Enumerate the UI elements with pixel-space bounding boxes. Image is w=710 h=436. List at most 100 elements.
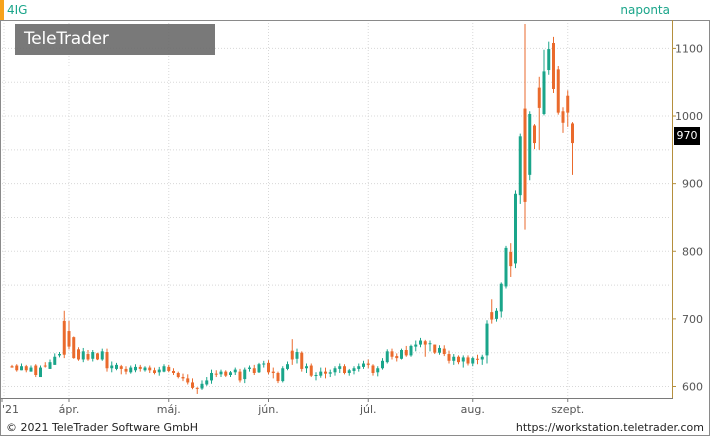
candle bbox=[419, 337, 422, 348]
candle bbox=[461, 355, 465, 368]
candle bbox=[338, 363, 342, 373]
candle-body bbox=[29, 367, 33, 372]
candle bbox=[385, 349, 389, 364]
candle-body bbox=[176, 372, 180, 378]
candle-body bbox=[423, 341, 427, 345]
candle-body bbox=[205, 380, 209, 385]
candle-body bbox=[395, 356, 399, 359]
candle bbox=[20, 363, 23, 371]
candle bbox=[480, 354, 484, 365]
candle bbox=[352, 366, 356, 375]
candle-body bbox=[58, 354, 61, 356]
candle bbox=[10, 364, 14, 368]
candle bbox=[319, 367, 323, 378]
candle-body bbox=[81, 351, 85, 360]
candle bbox=[343, 364, 346, 375]
candle-body bbox=[186, 378, 190, 383]
candle bbox=[134, 364, 137, 373]
candle bbox=[243, 367, 247, 384]
candle-body bbox=[537, 87, 541, 108]
candle bbox=[423, 339, 427, 357]
candle-body bbox=[547, 49, 551, 71]
y-tick-label: 1100 bbox=[675, 42, 703, 55]
copyright-text: © 2021 TeleTrader Software GmbH bbox=[6, 421, 199, 434]
candle-body bbox=[476, 358, 479, 360]
candle bbox=[395, 353, 399, 362]
candle-body bbox=[119, 366, 123, 369]
candle-body bbox=[504, 247, 508, 287]
y-tick-label: 700 bbox=[682, 313, 703, 326]
candle-body bbox=[499, 283, 503, 312]
candle-body bbox=[338, 366, 342, 369]
candle bbox=[148, 365, 152, 373]
x-tick-label: aug. bbox=[461, 403, 485, 416]
candle bbox=[100, 348, 104, 361]
candle bbox=[229, 370, 232, 378]
candle-body bbox=[124, 368, 128, 372]
candle bbox=[504, 245, 508, 289]
candle bbox=[110, 361, 114, 373]
candle-body bbox=[300, 352, 304, 369]
candle-body bbox=[229, 372, 232, 376]
candle bbox=[471, 356, 475, 367]
candle-body bbox=[62, 320, 66, 355]
candle-body bbox=[134, 366, 137, 371]
candle bbox=[566, 90, 570, 127]
y-tick-label: 800 bbox=[682, 245, 703, 258]
candle-body bbox=[428, 343, 432, 345]
candle-body bbox=[157, 369, 161, 373]
candle-body bbox=[39, 367, 42, 378]
candle-body bbox=[43, 365, 47, 367]
candle-body bbox=[200, 383, 204, 389]
candle-body bbox=[48, 362, 52, 369]
interval-label[interactable]: naponta bbox=[620, 3, 670, 17]
candle-body bbox=[357, 366, 361, 369]
candle-body bbox=[352, 368, 356, 371]
candle bbox=[409, 344, 413, 357]
candle-body bbox=[552, 42, 555, 89]
candle bbox=[324, 367, 327, 379]
candle bbox=[191, 378, 194, 390]
candle bbox=[362, 360, 365, 369]
candle-body bbox=[509, 251, 513, 267]
candle-body bbox=[281, 368, 285, 382]
candle bbox=[271, 367, 275, 379]
candle bbox=[34, 364, 38, 378]
candle bbox=[542, 49, 546, 116]
candle bbox=[105, 348, 109, 372]
candle-body bbox=[224, 371, 228, 376]
candle-body bbox=[214, 373, 218, 375]
x-tick-label: máj. bbox=[157, 403, 181, 416]
candle-series bbox=[10, 24, 574, 394]
candle bbox=[457, 355, 460, 365]
candle-body bbox=[347, 370, 351, 373]
candle bbox=[115, 362, 118, 371]
candle bbox=[571, 122, 574, 175]
candle-body bbox=[385, 351, 389, 363]
candle-body bbox=[542, 71, 546, 114]
candle bbox=[200, 380, 204, 390]
candle-body bbox=[115, 364, 118, 369]
candle bbox=[181, 373, 185, 382]
candle-body bbox=[457, 356, 460, 363]
candle-body bbox=[490, 312, 494, 320]
y-tick-label: 1000 bbox=[675, 110, 703, 123]
candle-body bbox=[362, 363, 365, 367]
candle bbox=[252, 364, 256, 376]
candle-body bbox=[466, 357, 470, 364]
candle bbox=[290, 339, 294, 365]
candle-body bbox=[523, 108, 527, 202]
workstation-link[interactable]: https://workstation.teletrader.com bbox=[515, 421, 704, 434]
candle-body bbox=[195, 387, 199, 389]
candle bbox=[15, 364, 19, 372]
candle bbox=[381, 358, 384, 370]
candle bbox=[371, 364, 375, 376]
candle-body bbox=[471, 358, 475, 364]
candle-body bbox=[400, 349, 403, 359]
candle-body bbox=[15, 365, 19, 371]
candle-body bbox=[210, 372, 213, 381]
candle bbox=[485, 320, 489, 364]
candle-body bbox=[571, 123, 574, 144]
candle-body bbox=[452, 356, 456, 361]
candle bbox=[300, 351, 304, 372]
